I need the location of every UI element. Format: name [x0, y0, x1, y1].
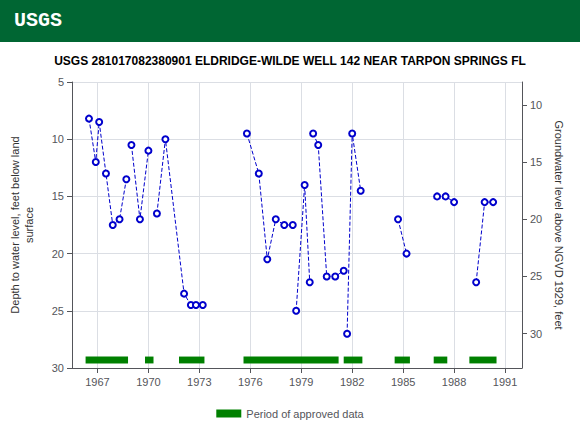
svg-text:15: 15 [530, 156, 542, 168]
svg-text:1976: 1976 [238, 376, 262, 388]
svg-text:25: 25 [52, 305, 64, 317]
svg-text:20: 20 [530, 213, 542, 225]
svg-text:Depth to water level, feet bel: Depth to water level, feet below land [9, 136, 21, 313]
svg-text:15: 15 [52, 190, 64, 202]
svg-text:Period of approved data: Period of approved data [246, 408, 364, 420]
svg-text:Groundwater level above NGVD 1: Groundwater level above NGVD 1929, feet [553, 120, 565, 329]
svg-text:surface: surface [23, 207, 35, 243]
svg-text:USGS: USGS [14, 9, 62, 32]
svg-text:1967: 1967 [85, 376, 109, 388]
svg-text:10: 10 [530, 99, 542, 111]
svg-text:1979: 1979 [289, 376, 313, 388]
svg-text:10: 10 [52, 133, 64, 145]
svg-text:1985: 1985 [391, 376, 415, 388]
svg-text:USGS 281017082380901 ELDRIDGE-: USGS 281017082380901 ELDRIDGE-WILDE WELL… [54, 54, 526, 68]
svg-text:1982: 1982 [340, 376, 364, 388]
svg-text:30: 30 [530, 328, 542, 340]
svg-text:20: 20 [52, 248, 64, 260]
svg-text:30: 30 [52, 362, 64, 374]
svg-text:1991: 1991 [493, 376, 517, 388]
svg-text:1973: 1973 [187, 376, 211, 388]
svg-text:1988: 1988 [442, 376, 466, 388]
svg-text:1970: 1970 [136, 376, 160, 388]
svg-text:25: 25 [530, 270, 542, 282]
svg-text:5: 5 [58, 76, 64, 88]
